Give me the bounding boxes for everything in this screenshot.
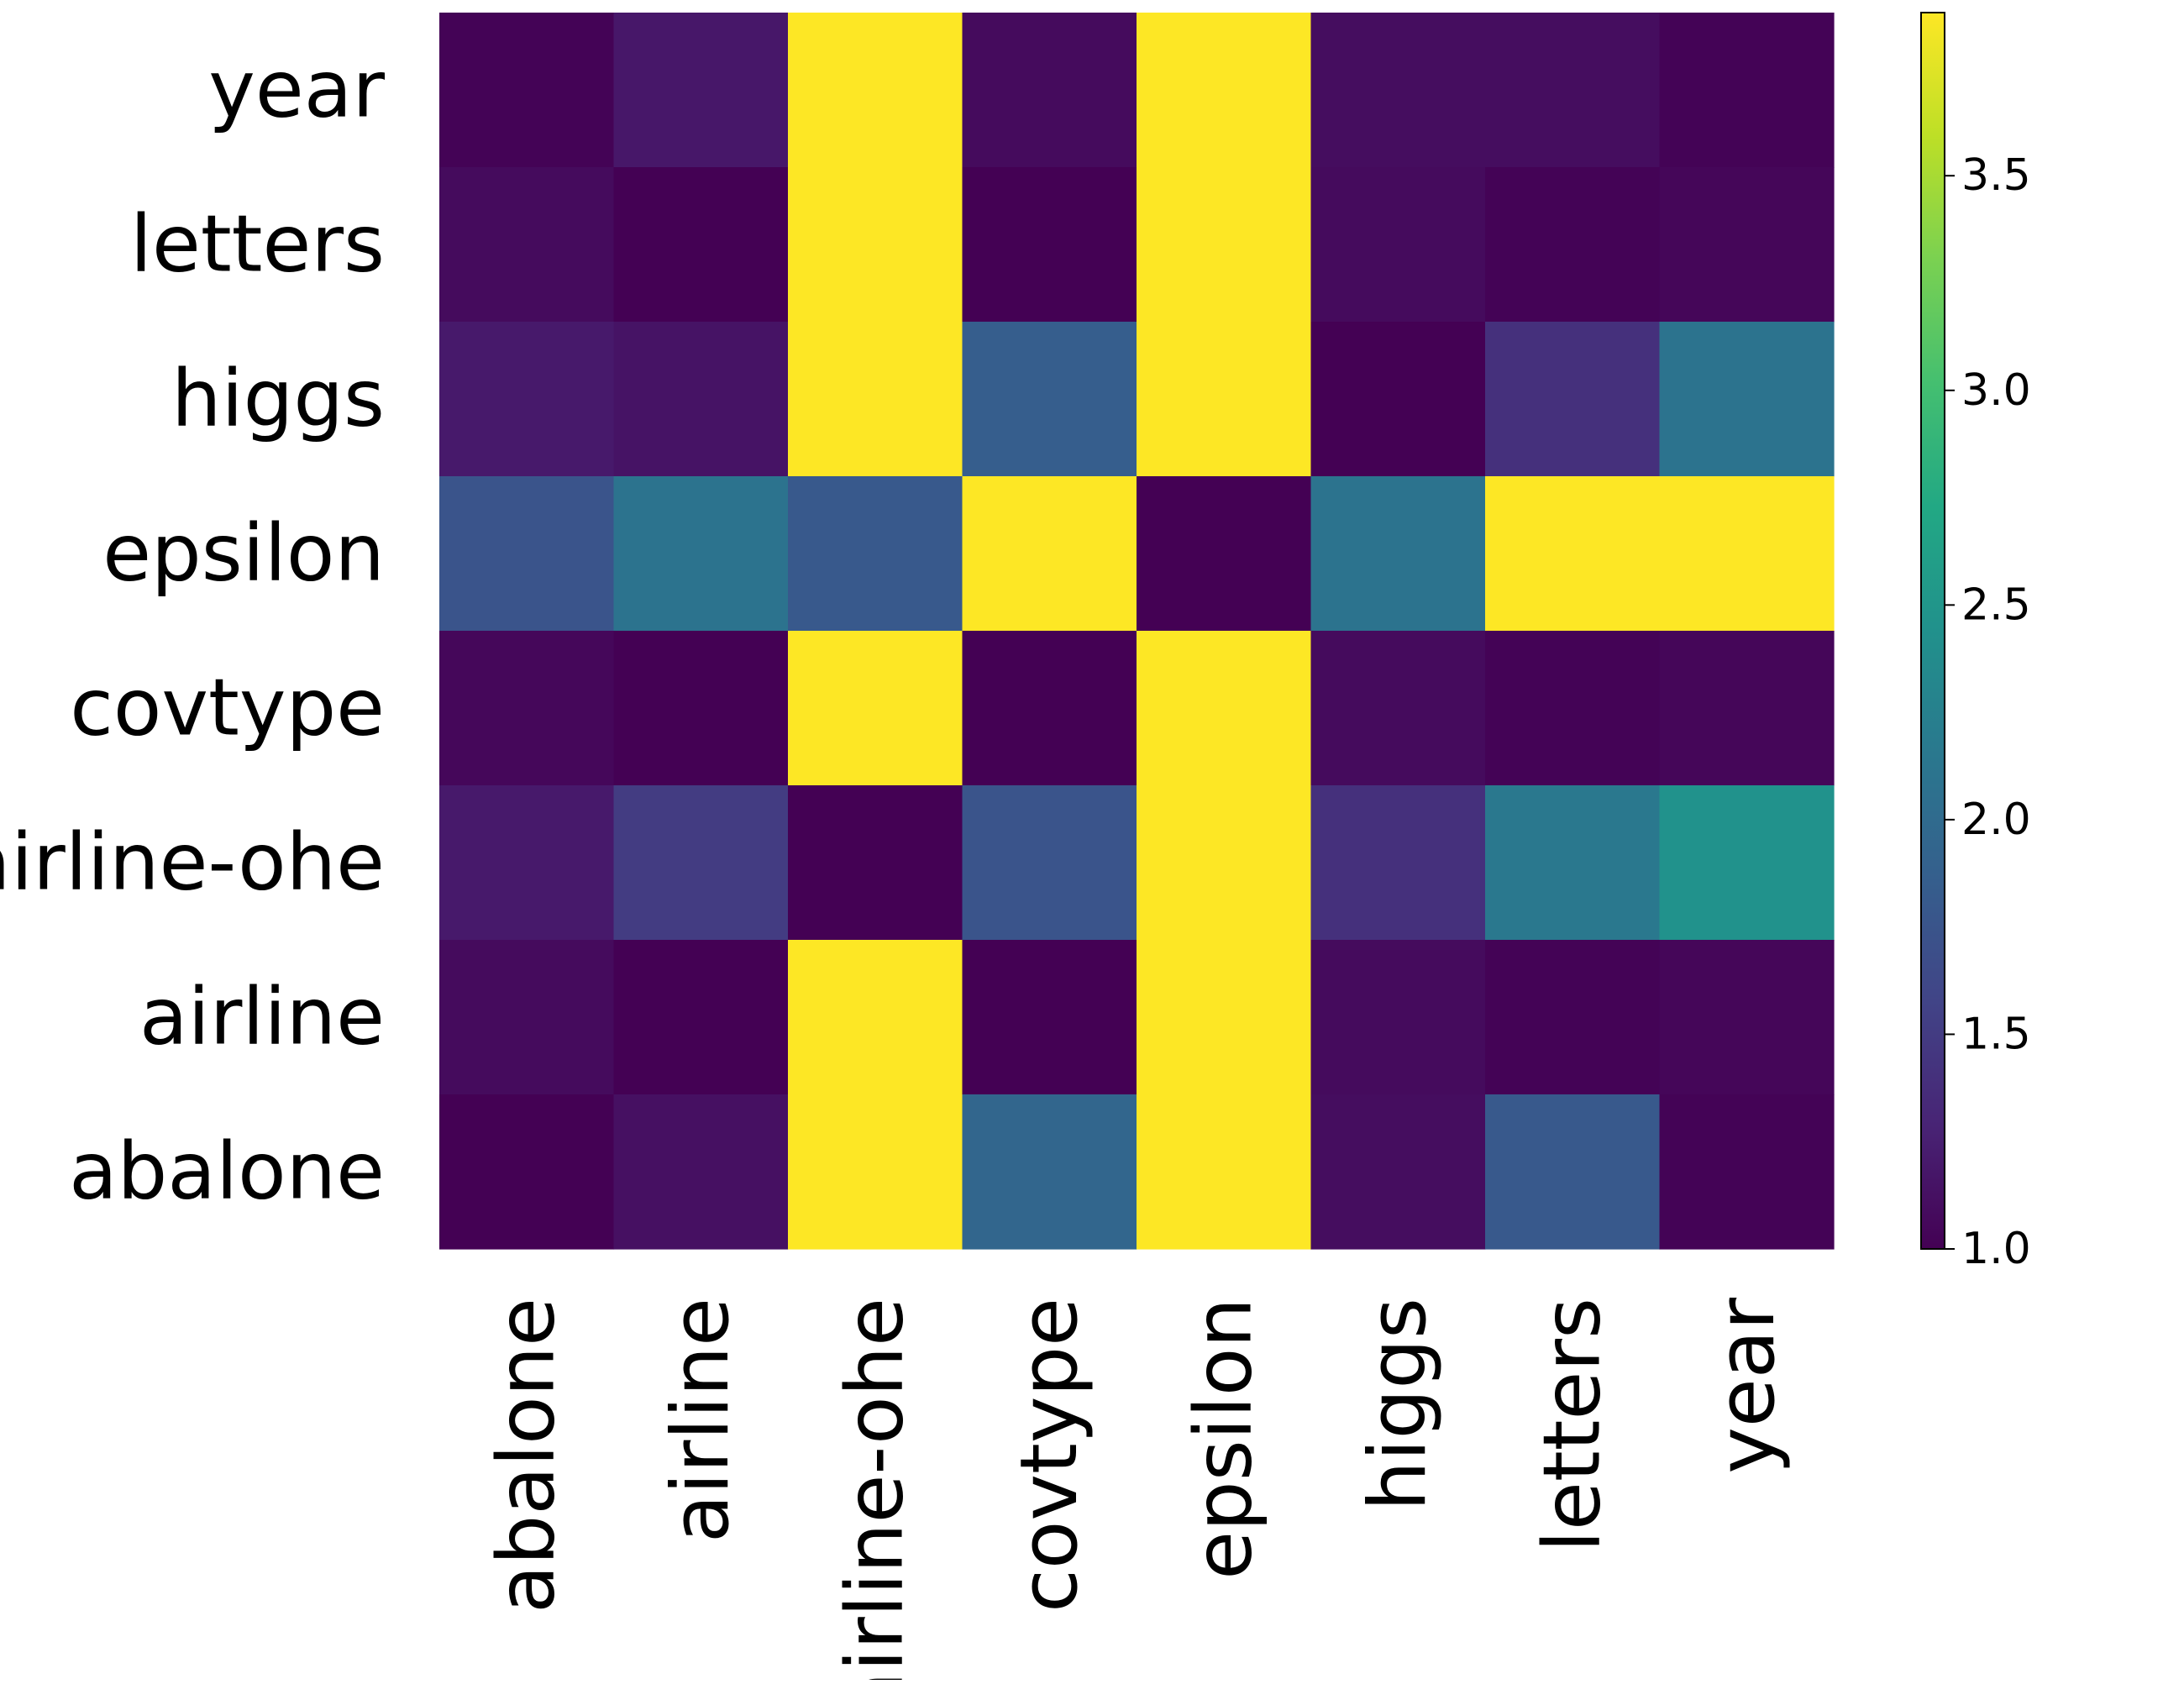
x-tick-label: airline-ohe	[829, 1298, 921, 1680]
heatmap-cell-abalone-airline	[613, 1094, 789, 1250]
heatmap-cell-year-higgs	[1310, 13, 1486, 168]
y-axis-tick-labels: year letters higgs epsilon covtype airline-oh…	[0, 45, 385, 1218]
y-tick-label: airline-ohe	[0, 817, 385, 909]
colorbar-tick-label: 1.5	[1961, 1009, 2031, 1059]
y-tick-label: higgs	[171, 354, 385, 445]
heatmap-cell-airline-airline	[613, 940, 789, 1095]
heatmap-cell-epsilon-airline-ohe	[788, 476, 963, 632]
y-tick-label: year	[208, 45, 385, 136]
heatmap-cell-airline-ohe-abalone	[439, 785, 615, 941]
heatmap-cell-higgs-abalone	[439, 322, 615, 477]
heatmap-cell-abalone-airline-ohe	[788, 1094, 963, 1250]
heatmap-cell-higgs-letters	[1485, 322, 1661, 477]
heatmap-cell-year-epsilon	[1137, 13, 1312, 168]
y-tick-label: covtype	[70, 663, 385, 754]
colorbar-tick-label: 3.0	[1961, 365, 2031, 416]
heatmap-cells	[439, 13, 1835, 1250]
heatmap-cell-epsilon-letters	[1485, 476, 1661, 632]
heatmap-cell-higgs-covtype	[962, 322, 1137, 477]
heatmap-cell-airline-letters	[1485, 940, 1661, 1095]
x-tick-label: letters	[1526, 1298, 1618, 1552]
heatmap-cell-covtype-covtype	[962, 631, 1137, 786]
y-tick-label: airline	[139, 972, 385, 1063]
heatmap-cell-higgs-airline	[613, 322, 789, 477]
heatmap-cell-higgs-year	[1659, 322, 1835, 477]
heatmap-cell-year-covtype	[962, 13, 1137, 168]
heatmap-cell-abalone-letters	[1485, 1094, 1661, 1250]
heatmap-cell-higgs-epsilon	[1137, 322, 1312, 477]
heatmap-cell-airline-abalone	[439, 940, 615, 1095]
x-tick-label: airline	[655, 1298, 747, 1543]
heatmap-cell-abalone-abalone	[439, 1094, 615, 1250]
heatmap-cell-epsilon-abalone	[439, 476, 615, 632]
heatmap-cell-epsilon-airline	[613, 476, 789, 632]
heatmap-cell-year-year	[1659, 13, 1835, 168]
heatmap-cell-airline-ohe-airline-ohe	[788, 785, 963, 941]
x-tick-label: year	[1701, 1298, 1793, 1474]
heatmap-cell-year-airline	[613, 13, 789, 168]
heatmap-cell-abalone-year	[1659, 1094, 1835, 1250]
heatmap-cell-year-abalone	[439, 13, 615, 168]
heatmap-cell-letters-letters	[1485, 167, 1661, 323]
colorbar-tick-label: 2.5	[1961, 580, 2031, 630]
heatmap-cell-letters-year	[1659, 167, 1835, 323]
heatmap-cell-covtype-letters	[1485, 631, 1661, 786]
heatmap-cell-airline-year	[1659, 940, 1835, 1095]
heatmap-cell-covtype-year	[1659, 631, 1835, 786]
x-tick-label: abalone	[480, 1298, 572, 1613]
x-tick-label: epsilon	[1178, 1298, 1269, 1580]
heatmap-cell-airline-airline-ohe	[788, 940, 963, 1095]
heatmap-cell-epsilon-higgs	[1310, 476, 1486, 632]
heatmap-cell-letters-abalone	[439, 167, 615, 323]
heatmap-cell-airline-ohe-airline	[613, 785, 789, 941]
colorbar-tick-label: 2.0	[1961, 795, 2031, 845]
heatmap-cell-epsilon-epsilon	[1137, 476, 1312, 632]
heatmap-cell-airline-epsilon	[1137, 940, 1312, 1095]
heatmap-cell-year-letters	[1485, 13, 1661, 168]
heatmap-cell-abalone-epsilon	[1137, 1094, 1312, 1250]
heatmap-cell-airline-ohe-epsilon	[1137, 785, 1312, 941]
heatmap-cell-covtype-epsilon	[1137, 631, 1312, 786]
heatmap-cell-airline-higgs	[1310, 940, 1486, 1095]
y-tick-label: letters	[130, 199, 385, 291]
x-tick-label: higgs	[1352, 1298, 1444, 1511]
heatmap-cell-covtype-higgs	[1310, 631, 1486, 786]
heatmap-cell-covtype-airline	[613, 631, 789, 786]
heatmap-cell-abalone-higgs	[1310, 1094, 1486, 1250]
y-tick-label: abalone	[69, 1126, 385, 1218]
heatmap-cell-higgs-higgs	[1310, 322, 1486, 477]
heatmap-cell-abalone-covtype	[962, 1094, 1137, 1250]
colorbar-gradient	[1920, 12, 1945, 1250]
heatmap-cell-covtype-abalone	[439, 631, 615, 786]
heatmap-cell-epsilon-year	[1659, 476, 1835, 632]
colorbar-tick-label: 1.0	[1961, 1224, 2031, 1274]
heatmap-cell-airline-ohe-higgs	[1310, 785, 1486, 941]
y-tick-label: epsilon	[102, 508, 385, 600]
heatmap-cell-higgs-airline-ohe	[788, 322, 963, 477]
heatmap-cell-letters-airline	[613, 167, 789, 323]
heatmap-cell-airline-ohe-year	[1659, 785, 1835, 941]
x-axis-tick-labels: abalone airline airline-ohe covtype epsilon h…	[480, 1298, 1793, 1684]
colorbar-tick-label: 3.5	[1961, 150, 2031, 201]
heatmap-cell-epsilon-covtype	[962, 476, 1137, 632]
heatmap-cell-letters-epsilon	[1137, 167, 1312, 323]
x-tick-label: covtype	[1004, 1298, 1095, 1613]
heatmap-cell-covtype-airline-ohe	[788, 631, 963, 786]
heatmap-cell-year-airline-ohe	[788, 13, 963, 168]
heatmap-cell-airline-ohe-covtype	[962, 785, 1137, 941]
colorbar: 1.0 1.5 2.0 2.5 3.0 3.5	[1920, 12, 2031, 1274]
heatmap-cell-letters-airline-ohe	[788, 167, 963, 323]
heatmap-cell-letters-covtype	[962, 167, 1137, 323]
heatmap-cell-airline-ohe-letters	[1485, 785, 1661, 941]
heatmap-cell-letters-higgs	[1310, 167, 1486, 323]
heatmap-cell-airline-covtype	[962, 940, 1137, 1095]
